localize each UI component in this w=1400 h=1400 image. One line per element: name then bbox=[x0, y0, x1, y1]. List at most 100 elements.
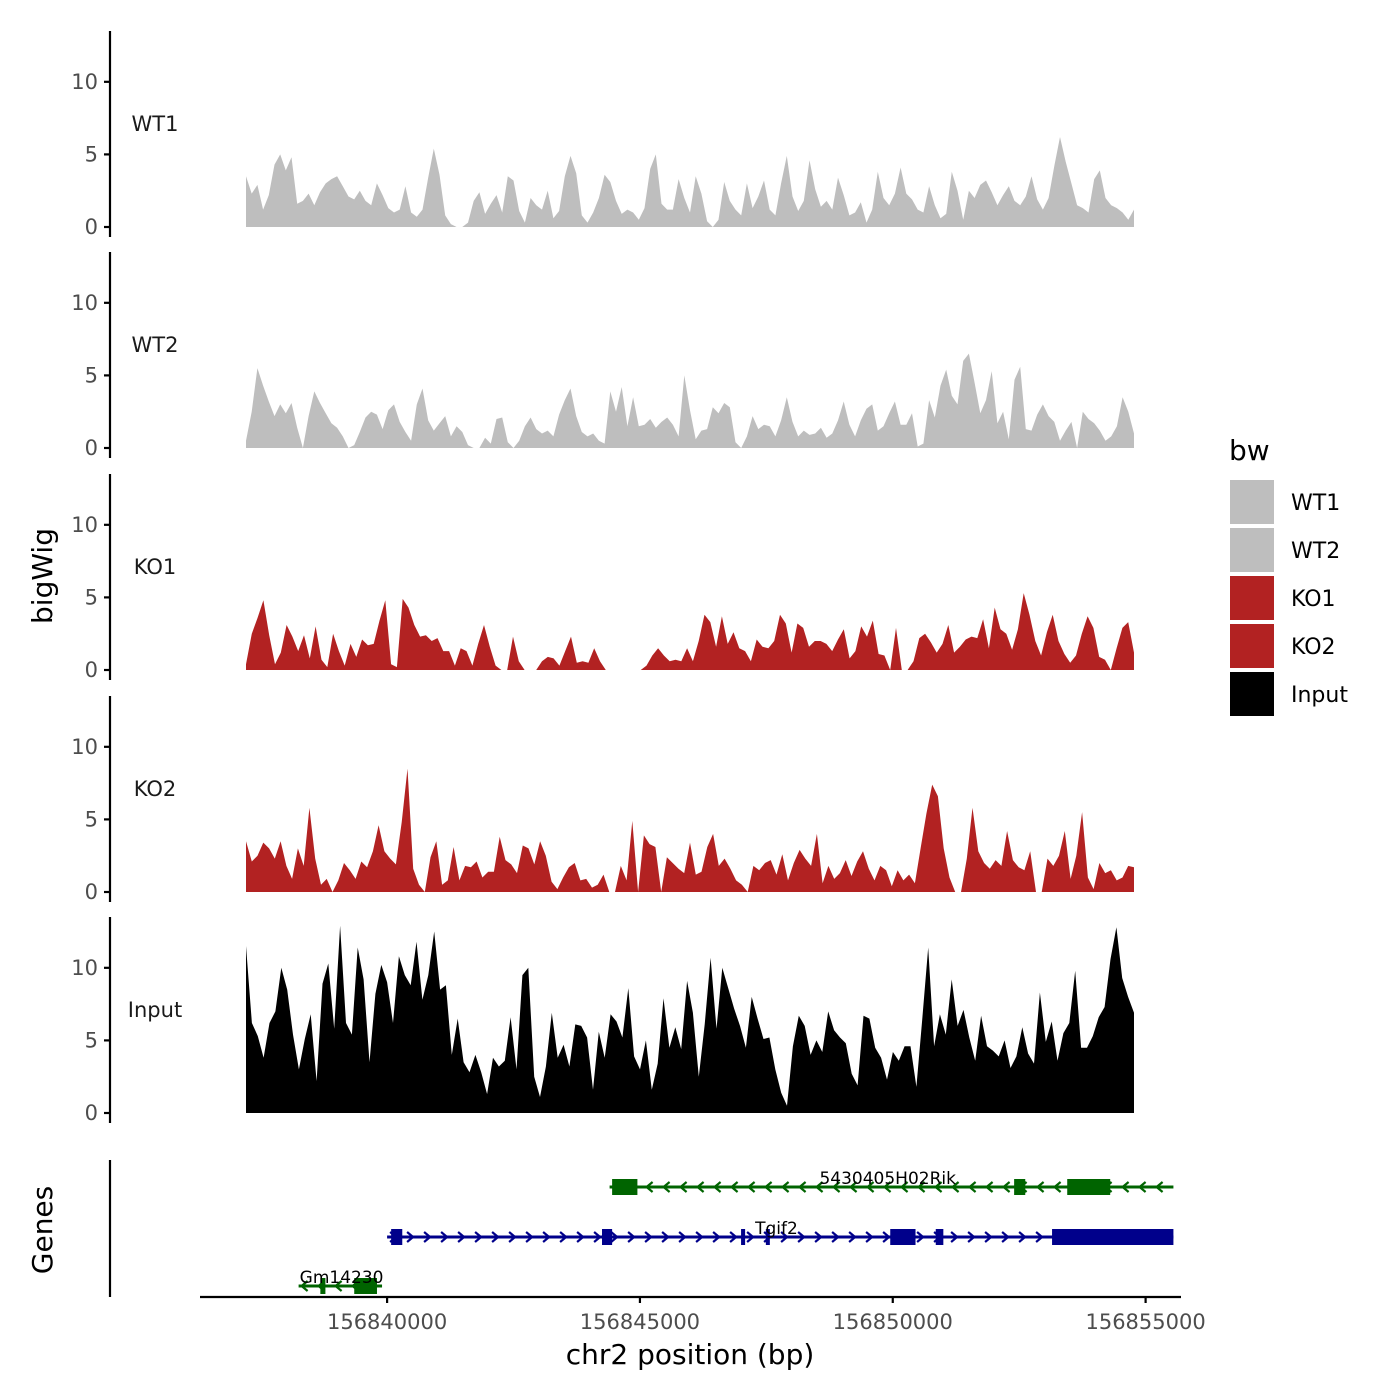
strand-arrow bbox=[797, 1181, 807, 1193]
gene-tgif2: Tgif2 bbox=[387, 1219, 1174, 1245]
exon bbox=[890, 1229, 916, 1245]
strand-arrow bbox=[1001, 1181, 1011, 1193]
strand-arrow bbox=[661, 1231, 670, 1243]
y-axis-title: bigWig bbox=[26, 528, 59, 624]
strand-arrow bbox=[474, 1231, 483, 1243]
strand-arrow bbox=[695, 1231, 704, 1243]
strand-arrow bbox=[423, 1231, 432, 1243]
strand-arrow bbox=[916, 1181, 926, 1193]
coverage-area-ko2 bbox=[246, 768, 1134, 892]
y-tick-label: 0 bbox=[85, 1101, 98, 1125]
strand-arrow bbox=[440, 1231, 449, 1243]
strand-arrow bbox=[933, 1181, 943, 1193]
exon bbox=[612, 1179, 638, 1195]
y-tick-label: 10 bbox=[71, 735, 98, 759]
strand-arrow bbox=[299, 1280, 309, 1292]
coverage-area-input bbox=[246, 925, 1134, 1113]
strand-arrow bbox=[780, 1231, 789, 1243]
strand-arrow bbox=[746, 1231, 755, 1243]
strand-arrow bbox=[712, 1231, 721, 1243]
strand-arrow bbox=[508, 1231, 517, 1243]
legend-label-wt1: WT1 bbox=[1291, 491, 1340, 516]
legend-key-ko2 bbox=[1230, 624, 1274, 668]
exon bbox=[1067, 1179, 1111, 1195]
strand-arrow bbox=[984, 1231, 993, 1243]
legend-label-wt2: WT2 bbox=[1291, 539, 1340, 564]
strand-arrow bbox=[729, 1231, 738, 1243]
strand-arrow bbox=[763, 1181, 773, 1193]
strand-arrow bbox=[695, 1181, 705, 1193]
exon bbox=[935, 1229, 944, 1245]
exon bbox=[765, 1229, 770, 1245]
legend: WT1 WT2 KO1 KO2 Input bbox=[1230, 480, 1348, 716]
y-tick-label: 5 bbox=[85, 1028, 98, 1052]
coverage-tracks: 0 5 10 WT1 0 5 10 WT2 0 5 10 KO1 0 5 10 KO2 0 5 10 Input bbox=[71, 31, 1134, 1125]
exon bbox=[741, 1229, 746, 1245]
track-label-ko2: KO2 bbox=[134, 777, 177, 801]
x-tick-label: 156855000 bbox=[1085, 1310, 1205, 1334]
gene-label-5430405h02rik: 5430405H02Rik bbox=[819, 1169, 956, 1189]
strand-arrow bbox=[678, 1181, 688, 1193]
strand-arrow bbox=[1001, 1231, 1010, 1243]
legend-label-ko2: KO2 bbox=[1291, 635, 1336, 660]
exon bbox=[354, 1278, 377, 1294]
y-tick-label: 5 bbox=[85, 363, 98, 387]
gene-track: 5430405H02Rik Tgif2 Gm14230 bbox=[108, 1160, 1174, 1297]
coverage-area-ko1 bbox=[246, 593, 1134, 670]
strand-arrow bbox=[950, 1231, 959, 1243]
track-wt1: 0 5 10 WT1 bbox=[71, 31, 1134, 239]
track-label-wt1: WT1 bbox=[132, 112, 179, 136]
y-tick-label: 5 bbox=[85, 807, 98, 831]
strand-arrow bbox=[899, 1181, 909, 1193]
strand-arrow bbox=[525, 1231, 534, 1243]
strand-arrow bbox=[457, 1231, 466, 1243]
y-tick-label: 0 bbox=[85, 880, 98, 904]
legend-title: bw bbox=[1229, 434, 1270, 467]
strand-arrow bbox=[848, 1181, 858, 1193]
y-tick-label: 0 bbox=[85, 215, 98, 239]
strand-arrow bbox=[593, 1231, 602, 1243]
gene-gm14230: Gm14230 bbox=[298, 1268, 384, 1294]
y-tick-label: 10 bbox=[71, 513, 98, 537]
strand-arrow bbox=[610, 1231, 619, 1243]
genes-axis-title: Genes bbox=[26, 1186, 59, 1274]
track-ko2: 0 5 10 KO2 bbox=[71, 696, 1134, 904]
strand-arrow bbox=[950, 1181, 960, 1193]
x-axis-title: chr2 position (bp) bbox=[566, 1338, 815, 1371]
strand-arrow bbox=[542, 1231, 551, 1243]
exon bbox=[602, 1229, 613, 1245]
strand-arrow bbox=[882, 1231, 891, 1243]
strand-arrow bbox=[967, 1181, 977, 1193]
strand-arrow bbox=[984, 1181, 994, 1193]
strand-arrow bbox=[746, 1181, 756, 1193]
strand-arrow bbox=[712, 1181, 722, 1193]
strand-arrow bbox=[559, 1231, 568, 1243]
gene-label-tgif2: Tgif2 bbox=[754, 1219, 798, 1239]
exon bbox=[391, 1229, 403, 1245]
y-tick-label: 0 bbox=[85, 436, 98, 460]
strand-arrow bbox=[848, 1231, 857, 1243]
legend-key-input bbox=[1230, 672, 1274, 716]
track-label-ko1: KO1 bbox=[134, 555, 177, 579]
strand-arrow bbox=[1137, 1181, 1147, 1193]
strand-arrow bbox=[1035, 1231, 1044, 1243]
strand-arrow bbox=[1018, 1231, 1027, 1243]
x-axis: 156840000 156845000 156850000 156855000 bbox=[200, 1295, 1206, 1334]
strand-arrow bbox=[644, 1231, 653, 1243]
strand-arrow bbox=[627, 1231, 636, 1243]
legend-key-wt1 bbox=[1230, 480, 1274, 524]
y-tick-label: 5 bbox=[85, 585, 98, 609]
y-tick-label: 0 bbox=[85, 658, 98, 682]
strand-arrow bbox=[1052, 1181, 1062, 1193]
strand-arrow bbox=[644, 1181, 654, 1193]
strand-arrow bbox=[678, 1231, 687, 1243]
strand-arrow bbox=[865, 1181, 875, 1193]
y-tick-label: 10 bbox=[71, 291, 98, 315]
legend-label-input: Input bbox=[1291, 683, 1348, 708]
coverage-area-wt1 bbox=[246, 137, 1134, 227]
strand-arrow bbox=[1035, 1181, 1045, 1193]
legend-label-ko1: KO1 bbox=[1291, 587, 1336, 612]
strand-arrow bbox=[916, 1231, 925, 1243]
legend-key-ko1 bbox=[1230, 576, 1274, 620]
